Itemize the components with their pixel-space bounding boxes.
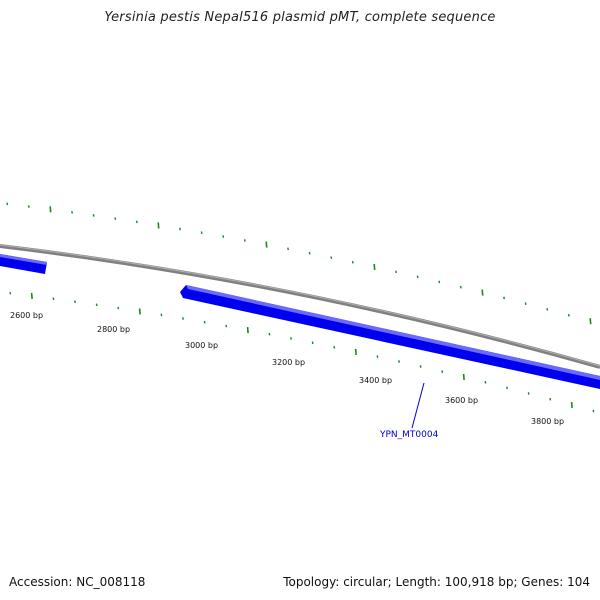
topology-label: Topology: <box>283 575 340 589</box>
inner-tick <box>354 348 357 355</box>
outer-tick <box>157 222 160 229</box>
accession-label: Accession: <box>9 575 73 589</box>
gene-arrow-ypn-mt0004-highlight <box>186 285 600 380</box>
length-label: Length: <box>395 575 441 589</box>
inner-tick <box>527 392 530 395</box>
inner-tick <box>9 291 12 295</box>
tick-label: 3200 bp <box>272 358 305 367</box>
outer-tick <box>71 210 73 214</box>
inner-tick <box>592 409 595 413</box>
outer-tick <box>135 220 138 224</box>
tick-label: 3600 bp <box>445 396 478 405</box>
genes-label: Genes: <box>521 575 564 589</box>
outer-tick <box>373 263 376 271</box>
plasmid-backbone-highlight <box>0 244 600 367</box>
outer-tick <box>416 275 419 279</box>
outer-tick <box>395 270 397 274</box>
inner-tick <box>160 313 163 317</box>
inner-tick <box>441 370 444 373</box>
map-title: Yersinia pestis Nepal516 plasmid pMT, co… <box>104 10 496 25</box>
inner-tick <box>484 380 487 384</box>
outer-tick <box>503 296 505 300</box>
outer-tick <box>351 260 354 264</box>
inner-tick <box>203 320 206 324</box>
outer-minor-ticks <box>6 202 592 325</box>
outer-tick <box>438 280 441 284</box>
inner-tick <box>225 324 228 328</box>
outer-tick <box>524 302 527 305</box>
outer-tick <box>589 318 592 325</box>
outer-tick <box>330 256 333 259</box>
outer-tick <box>200 231 203 235</box>
inner-tick <box>74 300 76 304</box>
inner-tick <box>462 373 465 380</box>
inner-tick <box>398 360 400 363</box>
outer-tick <box>243 239 246 242</box>
inner-tick <box>570 401 573 409</box>
accession-info: Accession: NC_008118 <box>9 575 145 589</box>
outer-tick <box>6 202 9 206</box>
outer-tick <box>265 241 268 248</box>
outer-tick <box>459 285 462 289</box>
inner-tick <box>246 326 249 334</box>
tick-label: 2800 bp <box>97 325 130 334</box>
outer-tick <box>92 214 95 217</box>
inner-tick <box>419 365 422 368</box>
inner-tick <box>506 386 508 390</box>
outer-tick <box>27 205 30 208</box>
outer-tick <box>567 313 570 317</box>
tick-label: 3800 bp <box>531 417 564 426</box>
inner-tick <box>376 355 379 358</box>
tick-label: 3400 bp <box>359 376 392 385</box>
topology-value: circular <box>343 575 388 589</box>
tick-labels: 2600 bp 2800 bp 3000 bp 3200 bp 3400 bp 3600 … <box>10 311 564 426</box>
length-value: 100,918 bp <box>444 575 514 589</box>
tick-label: 2600 bp <box>10 311 43 320</box>
accession-value: NC_008118 <box>76 575 146 589</box>
inner-tick <box>268 332 271 336</box>
genes-value: 104 <box>567 575 590 589</box>
gene-label-ypn-mt0004[interactable]: YPN_MT0004 <box>379 430 439 440</box>
plasmid-backbone <box>0 244 600 369</box>
inner-tick <box>549 397 552 401</box>
gene-arrow-ypn-mt0004[interactable] <box>180 285 600 389</box>
inner-tick <box>182 317 184 320</box>
outer-tick <box>114 217 117 220</box>
outer-tick <box>308 251 311 255</box>
inner-tick <box>333 345 336 349</box>
inner-tick <box>311 341 314 345</box>
outer-tick <box>179 227 181 231</box>
inner-tick <box>95 303 98 307</box>
gene-arrow-left-highlight <box>0 254 47 265</box>
inner-tick <box>117 306 120 310</box>
inner-tick <box>52 297 55 301</box>
gene-label-leader <box>411 382 425 429</box>
sequence-summary: Topology: circular; Length: 100,918 bp; … <box>283 575 590 589</box>
outer-tick <box>287 247 289 251</box>
outer-tick <box>481 289 484 296</box>
inner-minor-ticks <box>9 291 595 413</box>
outer-tick <box>546 308 549 311</box>
outer-tick <box>49 206 52 213</box>
inner-tick <box>138 308 141 315</box>
inner-tick <box>290 337 292 340</box>
tick-label: 3000 bp <box>185 341 218 350</box>
outer-tick <box>222 235 225 238</box>
